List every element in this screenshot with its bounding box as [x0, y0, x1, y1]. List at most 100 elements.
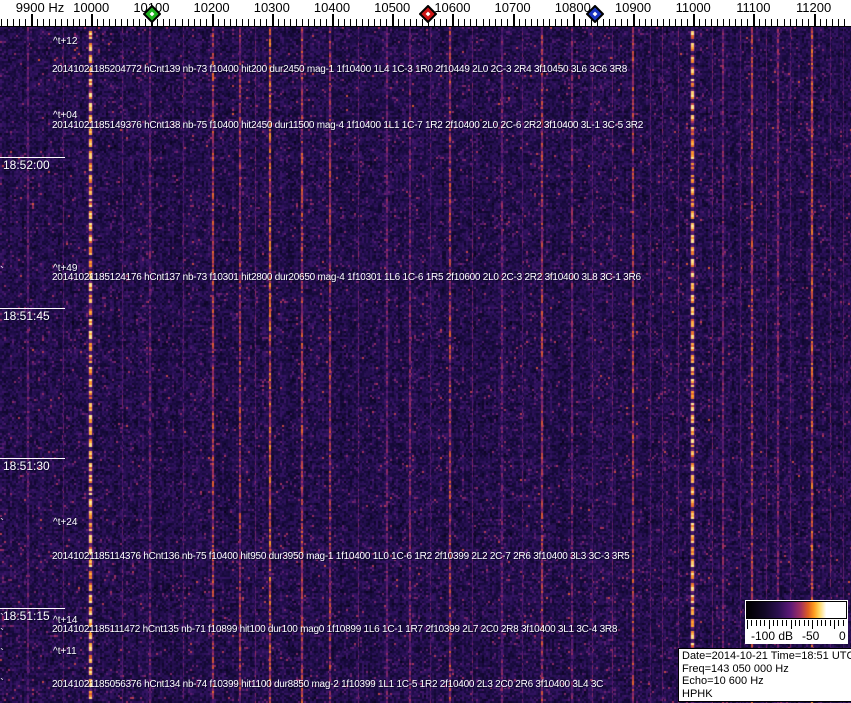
db-scale-tick — [829, 620, 831, 626]
freq-tick — [338, 19, 340, 26]
freq-tick — [31, 14, 33, 26]
freq-marker-red-diamond-icon[interactable] — [418, 4, 438, 24]
freq-tick — [578, 19, 580, 26]
freq-tick — [590, 19, 592, 26]
freq-tick — [229, 19, 231, 26]
freq-tick — [482, 19, 484, 26]
freq-marker-blue-diamond-icon[interactable] — [585, 4, 605, 24]
freq-tick — [271, 14, 274, 26]
freq-label: 10700 — [494, 0, 531, 15]
freq-tick — [386, 19, 388, 26]
time-tick-line — [0, 157, 65, 158]
margin-event-mark: ` — [0, 676, 4, 690]
freq-tick — [422, 19, 424, 26]
freq-tick — [795, 19, 797, 26]
frequency-ruler[interactable]: 9900 Hz100001010010200103001040010500106… — [0, 0, 851, 27]
db-gradient-bar — [746, 601, 847, 619]
freq-tick — [247, 19, 249, 26]
time-tick-line — [0, 608, 65, 609]
margin-event-mark: ` — [0, 646, 4, 660]
freq-tick — [61, 19, 63, 26]
freq-label: 10900 — [614, 0, 652, 15]
freq-tick — [741, 19, 743, 26]
freq-tick — [410, 19, 412, 26]
freq-tick — [464, 19, 466, 26]
freq-tick — [512, 14, 515, 26]
freq-tick — [488, 19, 490, 26]
freq-tick — [175, 19, 177, 26]
freq-tick — [542, 19, 544, 26]
freq-tick — [675, 19, 677, 26]
freq-tick — [332, 14, 334, 26]
freq-tick — [283, 19, 285, 26]
freq-tick — [729, 19, 731, 26]
freq-tick — [199, 19, 201, 26]
freq-label: 11000 — [675, 0, 711, 15]
freq-tick — [536, 19, 538, 26]
freq-tick — [37, 19, 39, 26]
freq-tick — [73, 19, 75, 26]
freq-tick — [139, 19, 141, 26]
freq-tick — [43, 19, 45, 26]
db-scale-label: 0 — [839, 629, 846, 643]
db-scale-tick — [794, 620, 796, 626]
waterfall-spectrogram[interactable] — [0, 27, 851, 703]
freq-tick — [163, 19, 165, 26]
freq-tick — [157, 19, 159, 26]
freq-tick — [687, 19, 689, 26]
freq-tick — [6, 19, 8, 26]
db-scale-tick — [760, 620, 762, 626]
freq-tick — [265, 19, 267, 26]
freq-tick — [777, 19, 779, 26]
db-scale-tick — [764, 620, 766, 626]
db-scale-tick — [803, 620, 805, 626]
freq-label: 11200 — [796, 0, 832, 15]
freq-tick — [789, 19, 791, 26]
db-scale-tick — [799, 620, 801, 626]
freq-tick — [626, 19, 628, 26]
margin-event-mark: ` — [0, 611, 4, 625]
db-scale-tick — [807, 620, 809, 626]
freq-tick — [350, 19, 352, 26]
freq-tick — [711, 19, 713, 26]
freq-tick — [193, 19, 195, 26]
time-label: 18:51:15 — [3, 609, 50, 623]
freq-tick — [416, 19, 418, 26]
freq-tick — [584, 19, 586, 26]
freq-tick — [313, 19, 315, 26]
freq-tick — [97, 19, 99, 26]
freq-tick — [831, 19, 833, 26]
info-date-time: Date=2014-10-21 Time=18:51 UTC — [682, 650, 851, 662]
freq-tick — [620, 19, 622, 26]
freq-tick — [211, 14, 214, 26]
freq-tick — [566, 19, 568, 26]
freq-tick — [837, 19, 839, 26]
freq-marker-green-diamond-icon[interactable] — [142, 4, 162, 24]
freq-tick — [79, 19, 81, 26]
freq-tick — [133, 19, 135, 26]
time-tick-line — [0, 458, 65, 459]
freq-tick — [657, 19, 659, 26]
freq-tick — [55, 19, 57, 26]
freq-tick — [404, 19, 406, 26]
freq-tick — [24, 19, 26, 26]
freq-tick — [825, 19, 827, 26]
freq-tick — [217, 19, 219, 26]
freq-tick — [681, 19, 683, 26]
freq-label: 11100 — [736, 0, 771, 15]
margin-event-mark: ` — [0, 626, 4, 640]
freq-tick — [356, 19, 358, 26]
freq-tick — [783, 19, 785, 26]
freq-tick — [91, 14, 94, 26]
event-time-tag: ^t+11 — [53, 646, 77, 657]
db-scale-tick — [842, 620, 844, 626]
freq-tick — [608, 19, 610, 26]
freq-tick — [470, 19, 472, 26]
freq-tick — [344, 19, 346, 26]
freq-tick — [633, 14, 635, 26]
freq-tick — [602, 19, 604, 26]
freq-tick — [145, 19, 147, 26]
freq-tick — [0, 19, 2, 26]
freq-tick — [85, 19, 87, 26]
